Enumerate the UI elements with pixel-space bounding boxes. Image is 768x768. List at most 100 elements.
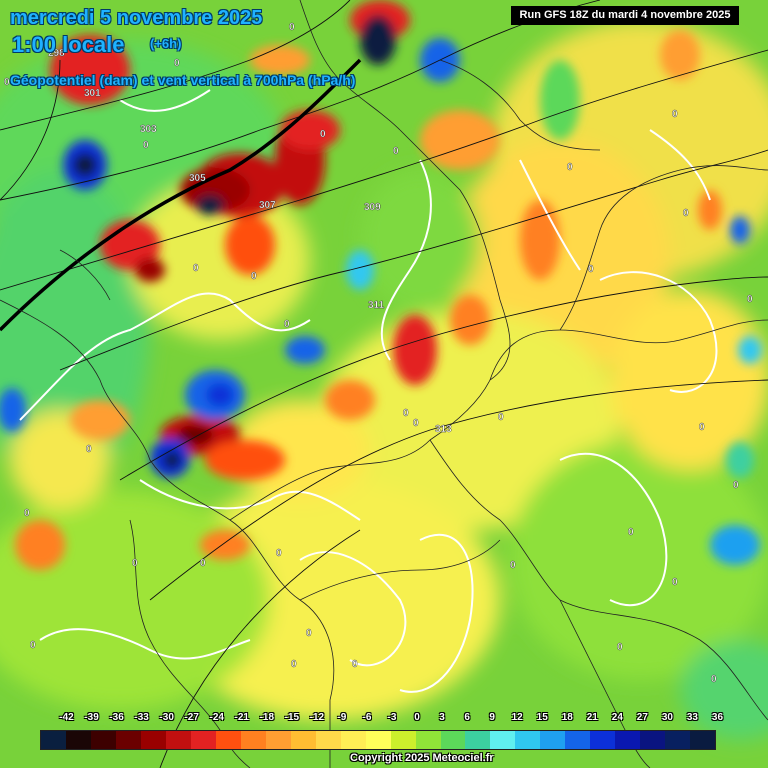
contour-label-311: 311 [368,300,385,311]
zero-label: 0 [567,162,573,173]
legend-swatch [340,731,366,749]
zero-label: 0 [711,674,717,685]
legend-swatch [365,731,391,749]
copyright-text: Copyright 2025 Meteociel.fr [350,752,494,764]
legend-tick-label: 6 [464,712,470,723]
legend-swatch [215,731,241,749]
color-legend [40,730,716,750]
legend-tick-label: 33 [686,712,698,723]
legend-tick-label: 30 [661,712,673,723]
legend-swatch [615,731,641,749]
legend-swatch [115,731,141,749]
vertical-velocity-field [0,20,768,740]
zero-label: 0 [352,659,358,670]
zero-label: 0 [733,480,739,491]
legend-swatch [440,731,466,749]
zero-label: 0 [276,548,282,559]
legend-tick-label: -3 [387,712,397,723]
legend-swatch [490,731,516,749]
legend-tick-label: -6 [362,712,372,723]
legend-tick-label: -9 [337,712,347,723]
legend-swatch [590,731,616,749]
legend-tick-label: 36 [711,712,724,723]
zero-label: 0 [498,412,504,423]
legend-tick-label: 0 [414,712,420,723]
legend-swatch [315,731,341,749]
run-label: Run GFS 18Z du mardi 4 novembre 2025 [511,6,739,25]
legend-tick-label: -12 [309,712,325,723]
forecast-offset: (+6h) [150,36,182,51]
legend-swatch [140,731,166,749]
legend-tick-label: 27 [636,712,648,723]
legend-tick-label: 9 [489,712,495,723]
legend-tick-label: 12 [511,712,523,723]
zero-label: 0 [672,109,678,120]
legend-tick-label: -30 [159,712,174,723]
legend-swatch [290,731,316,749]
zero-label: 0 [193,263,199,274]
contour-label-305: 305 [189,173,206,184]
legend-tick-label: 18 [561,712,573,723]
field-description: Géopotentiel (dam) et vent vertical à 70… [10,72,356,88]
legend-tick-label: 15 [536,712,548,723]
legend-swatch [65,731,91,749]
legend-tick-label: -36 [109,712,124,723]
zero-label: 0 [174,58,180,69]
legend-tick-label: 3 [439,712,445,723]
legend-swatch [41,731,66,749]
zero-label: 0 [699,422,705,433]
zero-label: 0 [143,140,149,151]
zero-label: 0 [403,408,409,419]
zero-label: 0 [291,659,297,670]
contour-label-301: 301 [84,88,101,99]
legend-swatch [515,731,541,749]
legend-tick-label: 24 [611,712,623,723]
zero-label: 0 [747,294,753,305]
legend-swatch [690,731,716,749]
map-labels: 301 303 305 307 309 311 313 298 0 0 0 0 … [4,22,753,685]
legend-tick-label: -24 [209,712,224,723]
contour-label-309: 309 [364,202,381,213]
zero-contours [19,89,718,693]
legend-tick-label: -27 [184,712,199,723]
contour-label-307: 307 [259,200,276,211]
legend-swatch [165,731,191,749]
legend-swatch [565,731,591,749]
legend-tick-label: -42 [59,712,74,723]
zero-label: 0 [132,558,138,569]
zero-label: 0 [320,129,326,140]
zero-label: 0 [628,527,634,538]
legend-swatch [90,731,116,749]
contour-label-298: 298 [48,48,65,59]
zero-label: 0 [672,577,678,588]
zero-label: 0 [617,642,623,653]
legend-swatch [240,731,266,749]
forecast-date: mercredi 5 novembre 2025 [10,7,263,29]
zero-label: 0 [200,558,206,569]
zero-label: 0 [510,560,516,571]
legend-swatch [190,731,216,749]
front-line [0,58,362,332]
legend-tick-label: -39 [84,712,99,723]
zero-label: 0 [4,77,10,88]
zero-label: 0 [251,271,257,282]
zero-label: 0 [588,264,594,275]
legend-swatch [540,731,566,749]
zero-label: 0 [306,628,312,639]
legend-swatch [390,731,416,749]
legend-swatch [665,731,691,749]
legend-tick-label: -15 [284,712,300,723]
zero-label: 0 [30,640,36,651]
contour-label-303: 303 [140,124,157,135]
legend-tick-label: -18 [259,712,275,723]
legend-tick-labels: -42 -39 -36 -33 -30 -27 -24 -21 -18 -15 -12 -9 -6 -3 0… [0,712,768,728]
legend-swatch [415,731,441,749]
legend-tick-label: -33 [134,712,149,723]
legend-tick-label: -21 [234,712,249,723]
zero-label: 0 [24,508,30,519]
zero-label: 0 [683,208,689,219]
